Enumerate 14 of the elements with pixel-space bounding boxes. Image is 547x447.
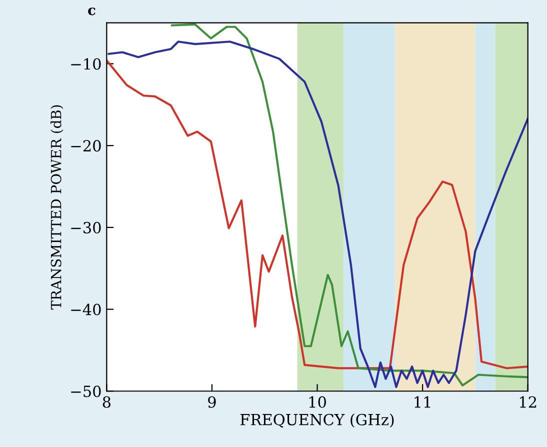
y-tick-label: −30	[71, 222, 101, 234]
x-tick-label: 8	[102, 396, 110, 408]
x-tick-label: 11	[414, 396, 430, 408]
y-tick-label: −50	[71, 386, 101, 398]
y-tick-label: −10	[71, 58, 101, 70]
text: c	[88, 8, 96, 16]
y-axis-title: TRANSMITTED POWER (dB)	[50, 105, 64, 310]
x-axis-title: FREQUENCY (GHz)	[240, 414, 394, 428]
x-tick-label: 12	[520, 396, 536, 408]
y-tick-label: −20	[71, 140, 101, 152]
line-series	[170, 23, 528, 386]
x-tick-label: 10	[309, 396, 326, 408]
y-tick-label: −40	[71, 304, 101, 316]
x-tick-label: 9	[208, 396, 216, 408]
